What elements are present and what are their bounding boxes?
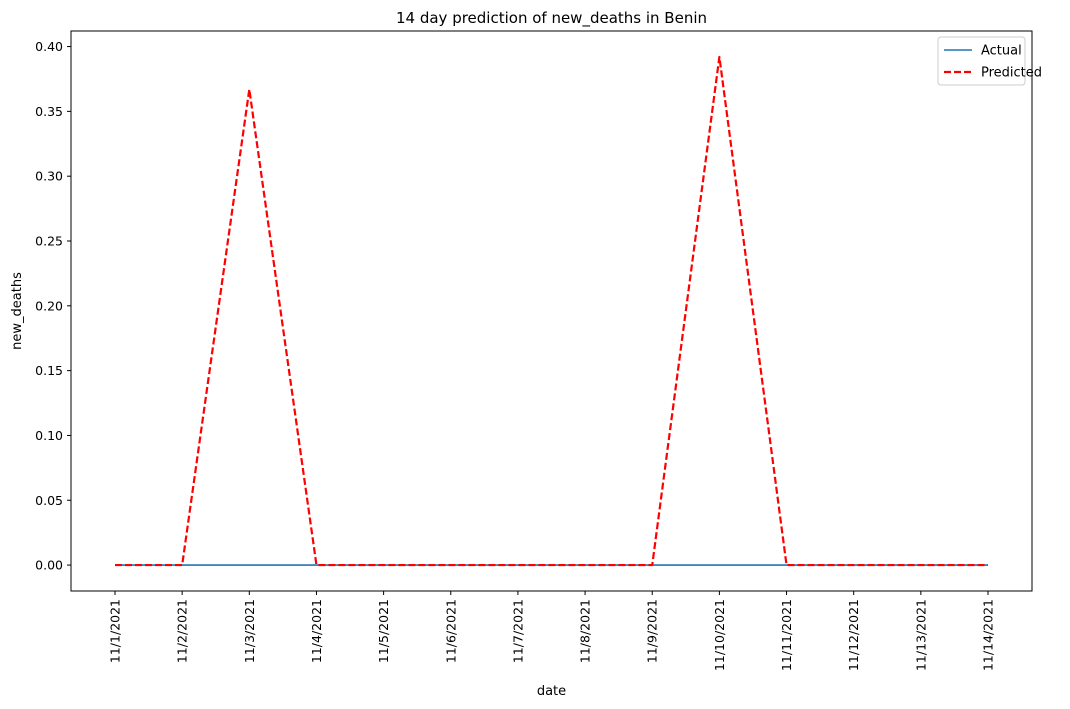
x-axis-ticks: 11/1/2021 11/2/2021 11/3/2021 11/4/2021 11/5… [108,591,996,671]
y-tick-label: 0.30 [35,169,63,184]
y-tick-label: 0.10 [35,428,63,443]
y-tick-label: 0.25 [35,234,63,249]
legend: Actual Predicted [937,36,1042,86]
x-tick-label: 11/9/2021 [645,599,660,663]
y-tick-label: 0.40 [35,39,63,54]
x-tick-label: 11/3/2021 [242,599,257,663]
x-tick-label: 11/2/2021 [175,599,190,663]
legend-label-predicted: Predicted [981,66,1042,81]
y-tick-label: 0.20 [35,298,63,313]
x-axis-title: date [537,684,566,699]
series-layer [115,55,988,567]
y-tick-label: 0.15 [35,363,63,378]
x-tick-label: 11/5/2021 [376,599,391,663]
plot-area [70,30,1033,592]
x-tick-label: 11/1/2021 [108,599,123,663]
y-tick-label: 0.00 [35,558,63,573]
x-tick-label: 11/11/2021 [779,599,794,671]
y-tick-label: 0.35 [35,104,63,119]
y-axis-title: new_deaths [10,272,25,350]
x-tick-label: 11/6/2021 [443,599,458,663]
x-tick-label: 11/10/2021 [712,599,727,671]
x-tick-label: 11/7/2021 [510,599,525,663]
chart-title: 14 day prediction of new_deaths in Benin [396,9,707,28]
x-tick-label: 11/4/2021 [309,599,324,663]
y-tick-label: 0.05 [35,493,63,508]
series-line-predicted [115,55,988,567]
x-tick-label: 11/12/2021 [846,599,861,671]
x-tick-label: 11/14/2021 [981,599,996,671]
legend-label-actual: Actual [981,44,1022,59]
y-axis-ticks: 0.00 0.05 0.10 0.15 0.20 0.25 0.30 0.35 0.40 [35,39,71,573]
x-tick-label: 11/13/2021 [913,599,928,671]
x-tick-label: 11/8/2021 [578,599,593,663]
